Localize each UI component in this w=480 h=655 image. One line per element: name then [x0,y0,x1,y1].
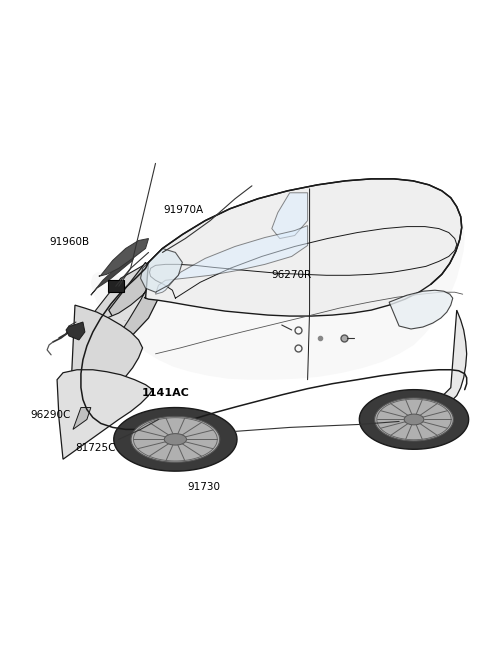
Polygon shape [360,390,468,449]
Polygon shape [91,185,465,380]
Polygon shape [57,370,153,459]
Polygon shape [89,263,160,375]
Polygon shape [109,263,162,335]
Polygon shape [433,310,467,407]
Polygon shape [73,407,91,430]
Polygon shape [114,407,237,471]
Polygon shape [91,252,136,295]
Polygon shape [66,322,85,340]
Polygon shape [69,305,143,430]
Polygon shape [272,193,308,238]
Polygon shape [131,417,220,462]
Polygon shape [156,225,308,294]
Polygon shape [164,434,186,445]
Polygon shape [144,179,462,316]
Polygon shape [99,238,148,276]
Text: 96270R: 96270R [271,271,311,280]
Text: 91730: 91730 [188,482,220,492]
Polygon shape [108,280,124,292]
Text: 1141AC: 1141AC [142,388,190,398]
Polygon shape [141,248,182,292]
Polygon shape [375,398,453,441]
Polygon shape [389,290,453,329]
Text: 81725C: 81725C [75,443,116,453]
Text: 91970A: 91970A [164,205,204,215]
Text: 96290C: 96290C [30,411,71,421]
Polygon shape [81,263,156,355]
Polygon shape [404,414,424,425]
Text: 91960B: 91960B [49,236,89,246]
